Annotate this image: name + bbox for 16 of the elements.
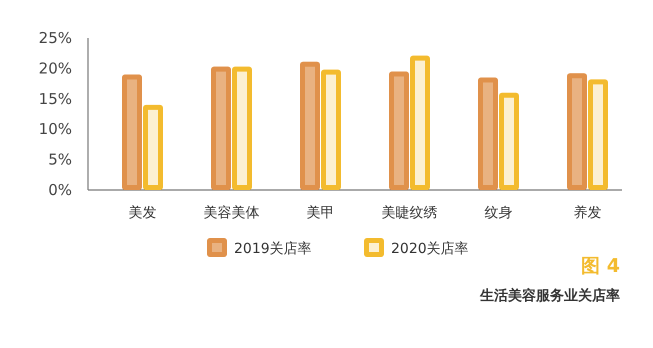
x-tick-label: 美容美体 [204, 205, 260, 221]
caption: 图 4 [581, 255, 620, 277]
y-tick-label: 20% [38, 59, 72, 78]
x-tick-label: 养发 [574, 205, 602, 221]
y-tick-label: 10% [38, 120, 72, 138]
y-tick-label: 0% [48, 181, 72, 199]
y-tick-label: 15% [38, 90, 72, 108]
x-tick-label: 纹身 [484, 205, 512, 221]
legend-label: 2020关店率 [391, 241, 469, 257]
legend-label: 2019关店率 [234, 241, 312, 257]
x-tick-label: 美睫纹绣 [382, 205, 438, 221]
text: 生活美容服务业关店率 [479, 287, 620, 304]
x-tick-label: 美甲 [306, 205, 334, 221]
x-tick-label: 美发 [128, 205, 156, 221]
y-tick-label: 5% [48, 150, 72, 169]
y-tick-label: 25% [38, 29, 72, 47]
